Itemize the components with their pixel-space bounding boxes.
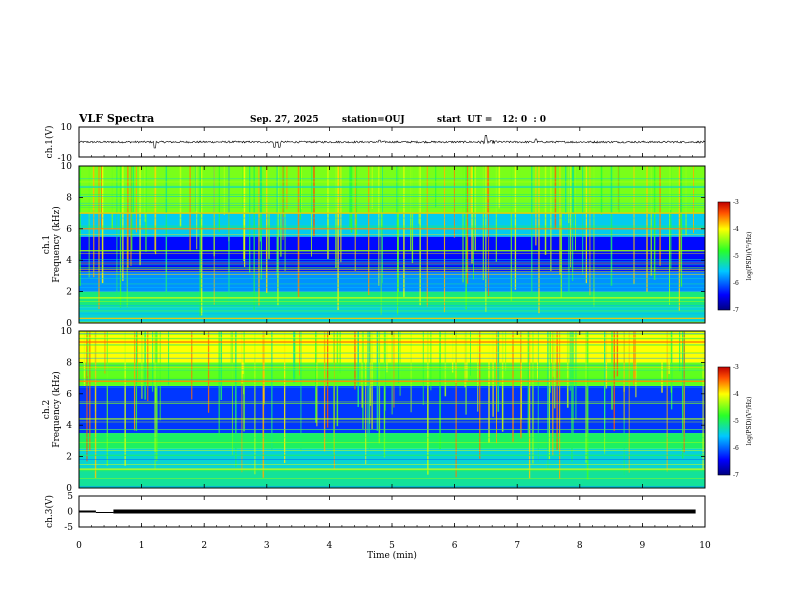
ch3-ylabel: ch.3(V) (44, 495, 55, 528)
ch2-spectrogram-ytick-label-2: 4 (66, 421, 72, 431)
ch3-ytick-label-0: 5 (67, 492, 73, 502)
ch1-ylabel: ch.1(V) (44, 126, 55, 159)
ch1-spectrogram-ytick-label-3: 6 (66, 225, 72, 235)
xtick-label-8: 8 (577, 541, 583, 551)
ch3-waveform-line (79, 509, 696, 514)
ch1-spectrogram-cbar-tick-3: -6 (733, 280, 739, 287)
ch1-spectrogram-band-3 (79, 236, 705, 273)
xtick-label-0: 0 (76, 541, 82, 551)
xtick-label-9: 9 (640, 541, 646, 551)
xtick-label-10: 10 (699, 541, 711, 551)
ch2-spectrogram-cbar-tick-4: -7 (733, 472, 739, 479)
ch1-spectrogram-ytick-label-0: 0 (66, 319, 72, 329)
ch2-spectrogram-band-2 (79, 433, 705, 449)
ch1-spectrogram-ytick-label-4: 8 (66, 193, 72, 203)
xtick-label-1: 1 (139, 541, 145, 551)
xtick-label-5: 5 (389, 541, 395, 551)
ch1-waveform-panel: 10 -10 ch.1(V) (44, 123, 706, 164)
ch2-spectrogram-cbar-tick-0: -3 (733, 364, 739, 371)
ch1-spectrogram-band-2 (79, 272, 705, 292)
xtick-label-6: 6 (452, 541, 458, 551)
ch2-spectrogram-cbar-tick-1: -4 (733, 391, 739, 398)
date-label: Sep. 27, 2025 (250, 115, 319, 125)
ch2-spectrogram-ytick-label-5: 10 (61, 327, 73, 337)
ch1-spec-ylabel: Frequency (kHz) (51, 206, 62, 283)
ch1-colorbar (717, 201, 731, 311)
ch2-colorbar-label: log(PSD)(V²/Hz) (746, 397, 753, 446)
time-axis-label: Time (min) (367, 550, 417, 561)
ch2-spectrogram-cbar-tick-3: -6 (733, 445, 739, 452)
ch1-spectrogram-image (79, 166, 705, 323)
ch1-spectrogram-cbar-tick-0: -3 (733, 199, 739, 206)
ch2-spectrogram-ytick-label-0: 0 (66, 484, 72, 494)
ch3-ytick-label-2: -5 (64, 523, 73, 533)
ch3-waveform-panel: 50-5 ch.3(V) 0 1 2 3 4 5 6 7 8 9 10 Time (min) (44, 127, 711, 561)
ch1-spectrogram-band-0 (79, 307, 705, 323)
ch1-spectrogram-cbar-tick-4: -7 (733, 307, 739, 314)
ch1-spectrogram-cbar-tick-1: -4 (733, 226, 739, 233)
ch2-spec-ylabel: Frequency (kHz) (51, 371, 62, 448)
ch2-colorbar (717, 366, 731, 476)
ch1-ytick-top: 10 (61, 123, 73, 133)
xtick-label-3: 3 (264, 541, 270, 551)
xtick-label-2: 2 (201, 541, 207, 551)
ch2-spec-ylabel-top: ch.2 (42, 400, 52, 419)
ch2-spectrogram-ytick-label-3: 6 (66, 390, 72, 400)
ch1-spectrogram-ytick-label-5: 10 (61, 162, 73, 172)
ch2-spectrogram-ytick-label-1: 2 (66, 453, 72, 463)
ch2-spectrogram-cbar-tick-2: -5 (733, 418, 739, 425)
ch1-spectrogram-ytick-label-1: 2 (66, 288, 72, 298)
ch3-ytick-label-1: 0 (67, 508, 73, 518)
ch1-colorbar-label: log(PSD)(V²/Hz) (746, 232, 753, 281)
ch1-ytick-bottom: -10 (58, 154, 73, 164)
ch1-spectrogram-ytick-label-2: 4 (66, 256, 72, 266)
station-label: station=OUJ (342, 115, 405, 125)
ch2-spectrogram-ytick-label-4: 8 (66, 358, 72, 368)
ch1-spectrogram-cbar-tick-2: -5 (733, 253, 739, 260)
ch1-spec-ylabel-top: ch.1 (42, 235, 52, 254)
ch1-spectrogram-hlines (79, 178, 705, 323)
chart-title: VLF Spectra (78, 112, 154, 125)
ch2-spectrogram-band-1 (79, 448, 705, 470)
ch1-spectrogram-band-4 (79, 213, 705, 237)
xtick-label-7: 7 (514, 541, 520, 551)
ch1-waveform-line (78, 135, 706, 149)
ch2-spectrogram-image (79, 330, 705, 488)
ch1-spectrogram-band-1 (79, 291, 705, 308)
xtick-label-4: 4 (327, 541, 333, 551)
start-time-label: start UT = 12: 0 : 0 (437, 115, 546, 125)
